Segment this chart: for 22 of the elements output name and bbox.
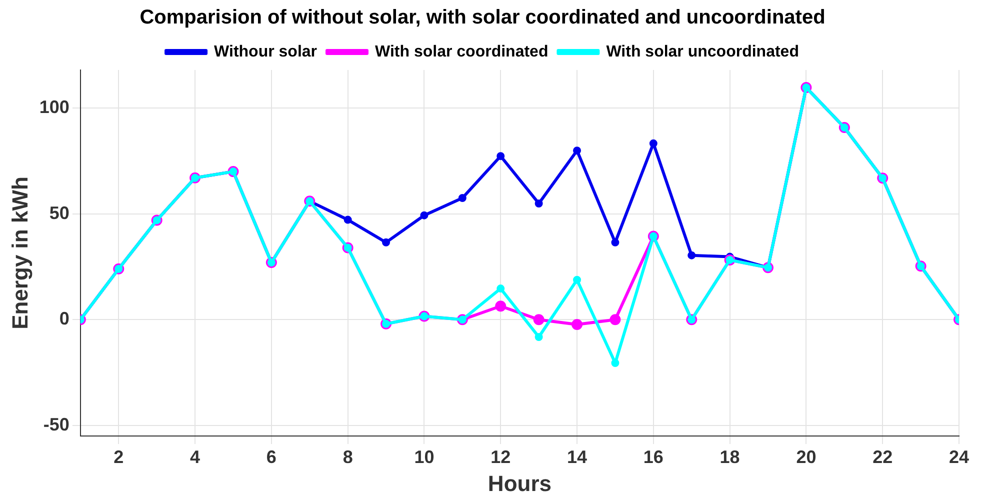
x-tick-label: 14 <box>567 446 588 467</box>
legend-label: Withour solar <box>214 43 318 60</box>
x-tick-label: 12 <box>490 446 511 467</box>
x-axis-title: Hours <box>488 470 552 496</box>
y-tick-label: 100 <box>39 97 70 118</box>
x-tick-label: 6 <box>266 446 276 467</box>
chart-title: Comparision of without solar, with solar coordinated and uncoordinated <box>140 6 826 29</box>
x-tick-label: 24 <box>948 446 970 467</box>
x-tick-label: 10 <box>414 446 434 467</box>
x-tick-label: 22 <box>872 446 893 467</box>
legend-label: With solar uncoordinated <box>606 43 799 60</box>
x-tick-label: 2 <box>114 446 124 467</box>
y-tick-label: 50 <box>49 202 70 223</box>
y-axis-title: Energy in kWh <box>7 176 32 330</box>
x-tick-label: 18 <box>720 446 740 467</box>
legend-label: With solar coordinated <box>375 43 548 60</box>
y-tick-label: -50 <box>43 414 70 434</box>
x-tick-label: 16 <box>643 446 664 467</box>
x-tick-label: 4 <box>190 446 200 467</box>
x-tick-label: 8 <box>342 446 353 467</box>
x-tick-label: 20 <box>796 446 816 467</box>
y-tick-label: 0 <box>59 308 70 329</box>
